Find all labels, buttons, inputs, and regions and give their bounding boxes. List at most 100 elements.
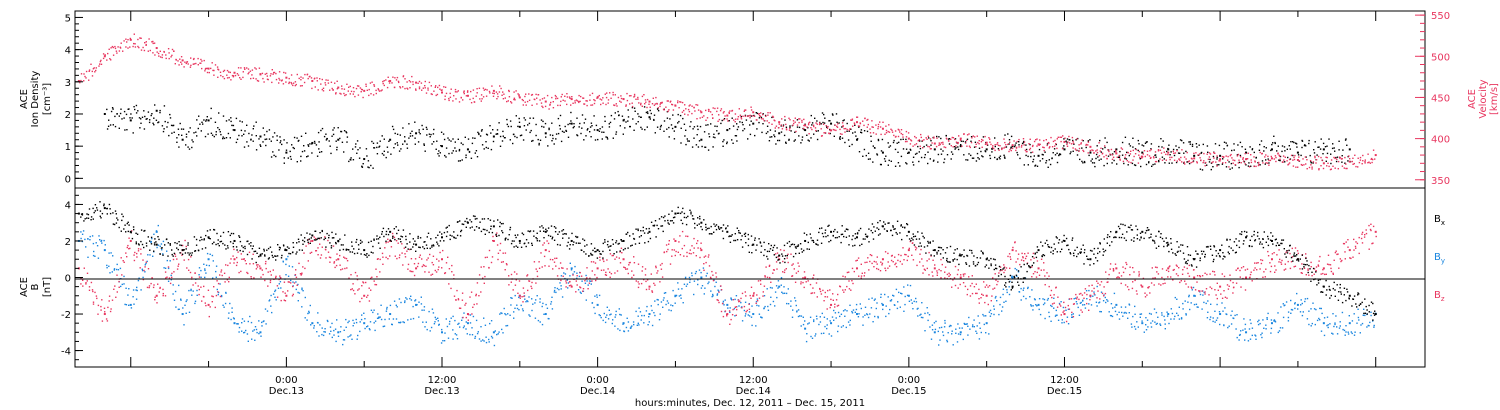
by-sample [1053,307,1055,309]
velocity-sample [296,73,298,76]
by-sample [994,297,997,299]
density-sample [185,136,188,138]
by-sample [675,294,678,297]
bz-sample [217,282,220,285]
bz-sample [298,262,300,265]
velocity-point [1322,162,1325,165]
by-sample [295,281,297,283]
by-sample [157,244,160,246]
velocity-sample [386,86,389,89]
density-sample [697,146,700,148]
density-sample [1289,148,1291,150]
velocity-sample [134,43,136,45]
density-sample [368,166,370,169]
bz-sample [805,281,807,283]
by-sample [764,305,766,308]
bz-sample [605,271,607,274]
velocity-sample [356,85,359,87]
velocity-sample [564,100,566,102]
bz-sample [359,300,361,303]
density-sample [452,138,454,140]
velocity-sample [688,110,691,113]
bz-sample [744,291,746,293]
bz-sample [522,287,525,289]
by-sample [1110,303,1113,305]
velocity-sample [1153,157,1155,159]
density-sample [366,155,368,157]
by-sample [331,322,333,325]
bz-sample [134,251,136,254]
by-sample [89,235,91,238]
by-sample [600,316,602,319]
density-sample [1100,151,1102,153]
density-sample [677,113,679,116]
by-sample [1193,303,1196,306]
density-sample [365,148,368,150]
by-sample [243,332,245,334]
bz-sample [86,272,89,274]
velocity-sample [899,131,901,133]
density-sample [940,148,942,150]
by-sample [474,335,477,338]
by-sample [820,332,823,335]
density-point [103,112,106,115]
by-sample [301,288,303,291]
by-sample [837,311,840,314]
density-sample [693,137,695,139]
bz-sample [730,318,732,321]
by-sample [488,341,490,343]
by-sample [913,300,915,303]
density-sample [478,133,480,136]
velocity-sample [641,105,643,107]
velocity-point [155,47,158,50]
density-sample [1183,162,1185,164]
density-sample [210,117,212,120]
density-sample [697,128,699,131]
velocity-sample [213,74,215,76]
density-sample [1168,162,1170,164]
density-sample [1341,161,1343,163]
density-sample [1107,149,1110,151]
velocity-sample [360,91,362,93]
density-sample [391,125,394,128]
density-sample [659,128,661,130]
density-sample [1259,164,1261,166]
bottom-panel-points [77,201,1377,347]
by-sample [270,305,272,307]
velocity-sample [242,71,244,73]
velocity-sample [382,80,384,83]
density-sample [1073,143,1075,145]
density-sample [824,117,826,119]
density-sample [529,117,531,119]
bz-sample [538,267,541,269]
velocity-point [778,121,781,124]
velocity-sample [120,42,122,44]
velocity-sample [291,83,293,85]
by-sample [1326,316,1329,318]
velocity-sample [745,109,747,111]
density-sample [966,138,969,140]
by-sample [594,312,596,315]
velocity-sample [895,135,897,138]
velocity-sample [273,71,275,74]
by-sample [1057,319,1060,321]
bz-sample [249,263,251,265]
velocity-sample [145,43,147,46]
velocity-sample [472,89,475,91]
by-sample [1020,299,1022,301]
velocity-sample [566,93,568,95]
density-sample [714,136,716,139]
velocity-sample [602,97,604,99]
density-sample [1025,154,1027,157]
density-sample [1094,165,1096,168]
by-point [959,331,962,334]
by-sample [969,328,971,330]
velocity-sample [165,57,167,60]
velocity-sample [129,46,131,48]
by-sample [1036,305,1038,307]
by-sample [680,297,682,299]
by-sample [491,337,494,339]
velocity-sample [620,101,622,103]
bz-sample [689,249,691,251]
by-sample [609,314,611,316]
